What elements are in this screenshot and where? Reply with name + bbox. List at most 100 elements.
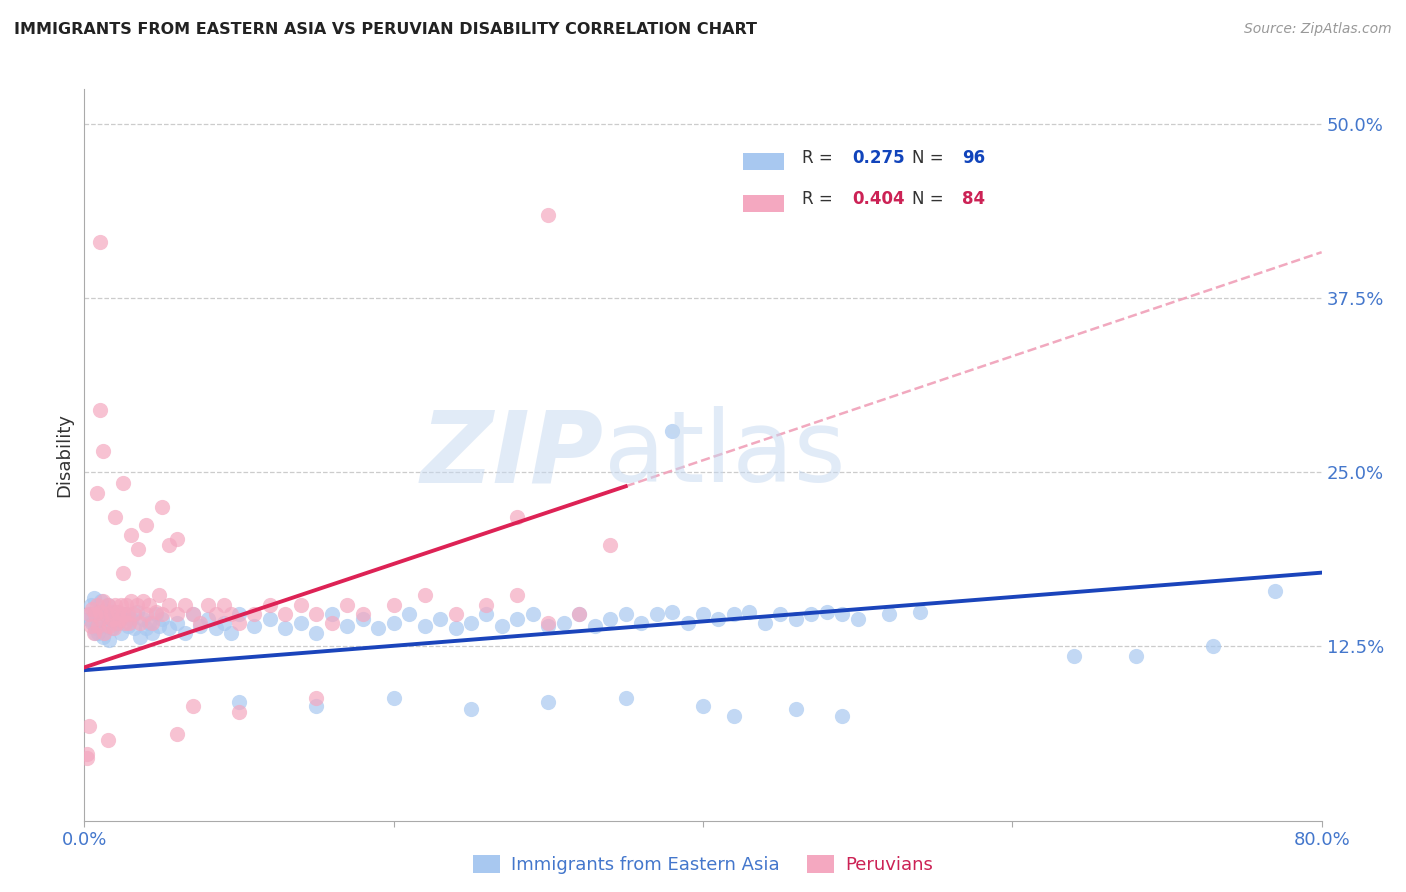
Point [104, 510, 127, 524]
Point [87, 618, 110, 632]
Point [382, 691, 405, 706]
Point [166, 727, 188, 741]
Point [89, 605, 111, 619]
Point [305, 699, 328, 714]
Point [125, 605, 148, 619]
Point [100, 605, 122, 619]
Point [86, 598, 108, 612]
Point [129, 630, 152, 644]
Point [769, 607, 792, 622]
Point [83, 625, 105, 640]
Point [475, 598, 498, 612]
Point [831, 607, 853, 622]
Text: IMMIGRANTS FROM EASTERN ASIA VS PERUVIAN DISABILITY CORRELATION CHART: IMMIGRANTS FROM EASTERN ASIA VS PERUVIAN… [14, 22, 756, 37]
Point [738, 605, 761, 619]
Point [367, 621, 389, 635]
Point [87, 625, 110, 640]
Point [125, 598, 148, 612]
Point [537, 208, 560, 222]
Point [138, 615, 160, 630]
Point [89, 612, 111, 626]
Point [77, 612, 100, 626]
Point [77, 607, 100, 622]
Point [188, 618, 212, 632]
Point [97, 732, 120, 747]
Point [174, 625, 197, 640]
Point [107, 615, 129, 630]
Point [336, 598, 359, 612]
Point [135, 607, 157, 622]
Text: 0.404: 0.404 [852, 190, 905, 208]
Point [568, 607, 591, 622]
Point [444, 607, 467, 622]
Point [205, 607, 228, 622]
Point [90, 612, 112, 626]
Point [785, 612, 807, 626]
Point [475, 607, 498, 622]
Point [150, 500, 173, 515]
Point [112, 476, 135, 491]
Point [91, 593, 114, 607]
Text: N =: N = [912, 149, 949, 167]
Point [188, 615, 212, 630]
Point [148, 588, 170, 602]
Point [723, 607, 745, 622]
Point [105, 615, 128, 630]
Point [166, 607, 188, 622]
Point [128, 541, 150, 556]
Point [118, 615, 141, 630]
Point [692, 699, 714, 714]
Text: R =: R = [801, 190, 838, 208]
Point [145, 605, 167, 619]
Point [1125, 649, 1147, 664]
Point [800, 607, 823, 622]
Point [259, 598, 281, 612]
Point [352, 612, 374, 626]
Point [110, 625, 132, 640]
Point [120, 612, 142, 626]
Point [129, 615, 152, 630]
Point [101, 612, 124, 626]
Point [661, 605, 683, 619]
FancyBboxPatch shape [742, 194, 785, 212]
Point [305, 625, 328, 640]
Point [877, 607, 900, 622]
Point [76, 751, 98, 765]
Point [89, 235, 111, 250]
Point [79, 618, 101, 632]
Point [79, 598, 101, 612]
Point [228, 615, 250, 630]
Legend: Immigrants from Eastern Asia, Peruvians: Immigrants from Eastern Asia, Peruvians [465, 847, 941, 881]
Point [1202, 640, 1225, 654]
Point [599, 612, 621, 626]
Point [197, 612, 219, 626]
Point [815, 605, 838, 619]
Point [754, 615, 776, 630]
Point [228, 705, 250, 719]
Point [785, 702, 807, 716]
Point [460, 702, 482, 716]
Point [117, 607, 139, 622]
Point [76, 747, 98, 761]
Point [614, 691, 637, 706]
Point [166, 532, 188, 546]
FancyBboxPatch shape [742, 153, 785, 170]
Point [429, 612, 451, 626]
Point [86, 605, 108, 619]
Text: atlas: atlas [605, 407, 845, 503]
Point [122, 607, 145, 622]
Point [692, 607, 714, 622]
Point [141, 625, 163, 640]
Point [100, 612, 122, 626]
Point [159, 538, 181, 552]
Point [98, 632, 121, 647]
Point [305, 691, 328, 706]
Point [90, 593, 112, 607]
Point [166, 615, 188, 630]
Point [676, 615, 699, 630]
Point [290, 598, 312, 612]
Point [398, 607, 420, 622]
Text: 84: 84 [962, 190, 986, 208]
Point [98, 618, 121, 632]
Point [114, 607, 136, 622]
